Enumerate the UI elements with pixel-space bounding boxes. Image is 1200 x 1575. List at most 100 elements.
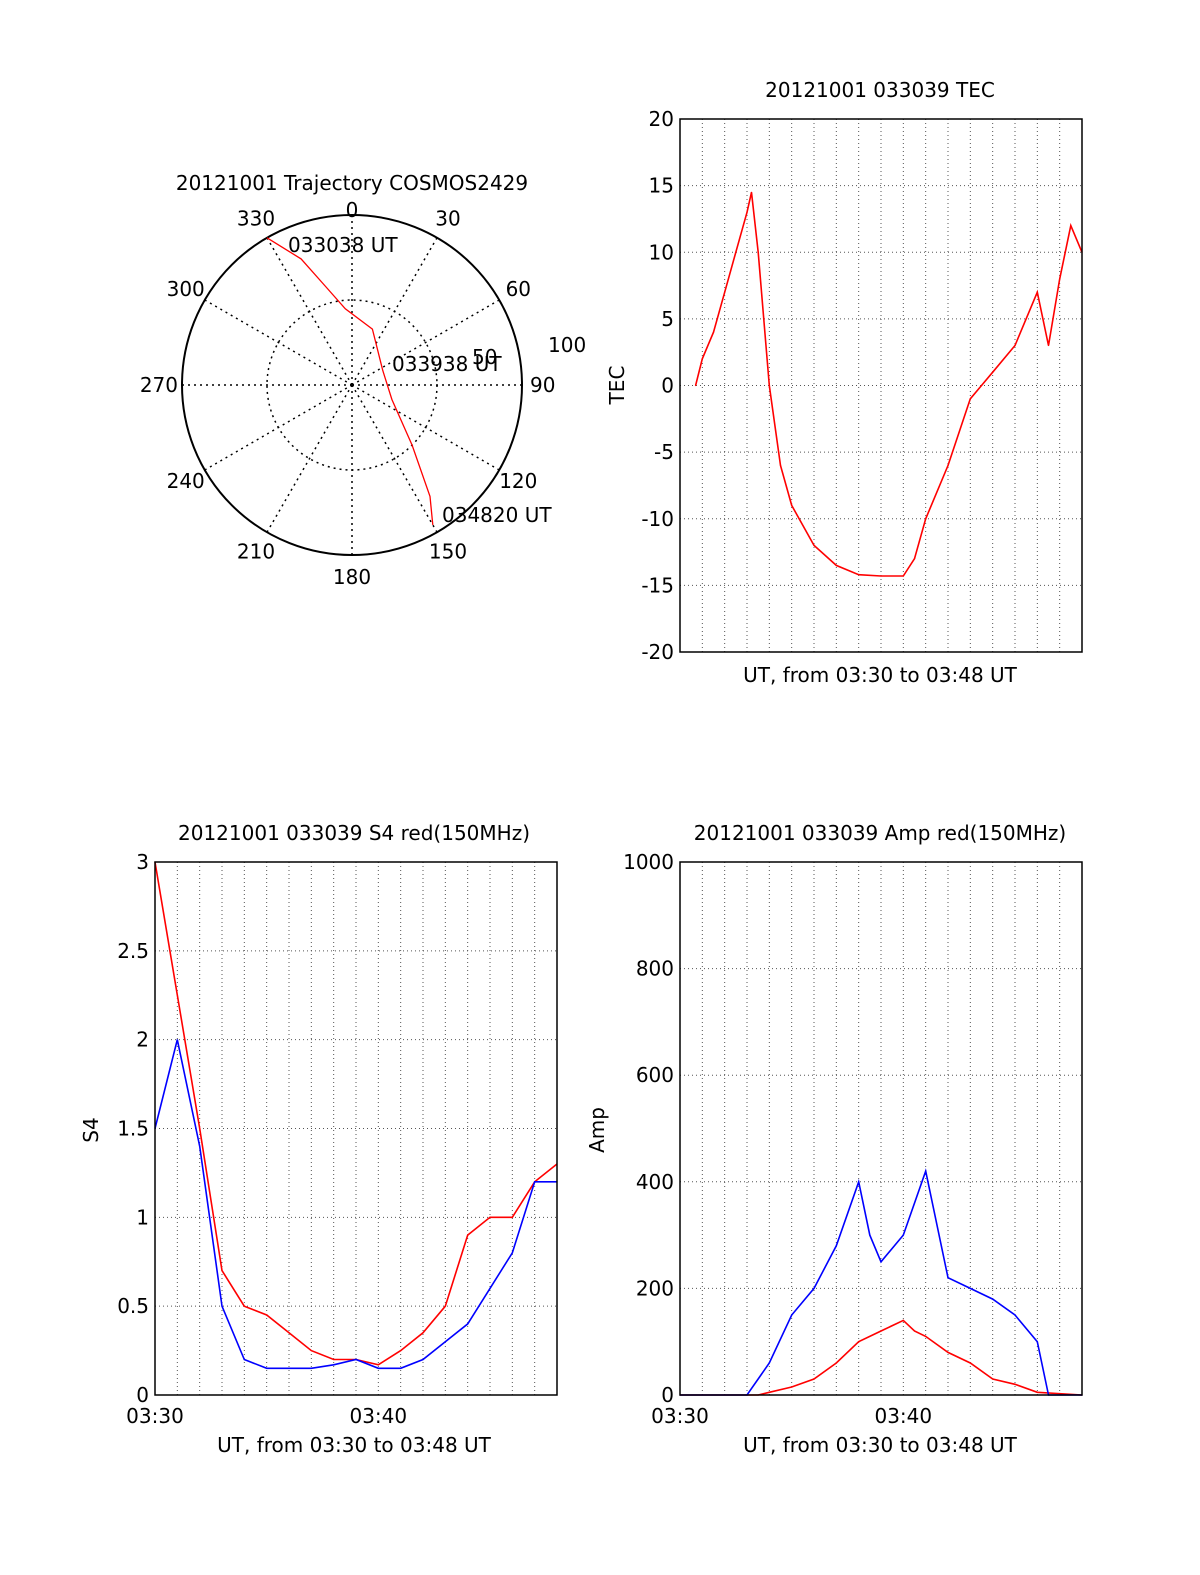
data-point <box>735 251 737 253</box>
data-point <box>902 1234 904 1236</box>
amp-frame <box>679 861 1083 1396</box>
amp-ytick-labels: 1000 800 600 400 200 0 <box>623 850 674 1407</box>
data-point <box>768 1362 770 1364</box>
data-point <box>880 1330 882 1332</box>
amp-ytick: 600 <box>636 1063 674 1087</box>
radius-label-100: 100 <box>548 333 586 357</box>
data-point <box>467 1234 469 1236</box>
s4-frame <box>154 861 558 1396</box>
tec-ytick: 0 <box>661 374 674 398</box>
annotation-end: 034820 UT <box>442 503 552 527</box>
tec-ytick: -10 <box>641 507 674 531</box>
tec-ylabel: TEC <box>605 366 629 406</box>
data-point <box>243 1305 245 1307</box>
data-point <box>333 1358 335 1361</box>
data-point <box>534 1181 536 1183</box>
data-point <box>947 1351 949 1353</box>
angle-label-90: 90 <box>530 373 555 397</box>
data-point <box>757 251 759 253</box>
s4-grid <box>155 862 557 1395</box>
tec-ytick: 15 <box>649 174 674 198</box>
polar-spoke <box>351 299 500 386</box>
data-point <box>835 1245 837 1247</box>
tec-ytick: 20 <box>649 107 674 131</box>
data-point <box>712 331 715 333</box>
data-point <box>467 1323 469 1325</box>
data-point <box>310 1367 312 1369</box>
data-point <box>980 384 983 387</box>
data-point <box>422 1358 424 1361</box>
data-point <box>880 1261 882 1263</box>
polar-trajectory-chart: 20121001 Trajectory COSMOS2429 0 30 60 9… <box>140 171 586 589</box>
data-point <box>288 1367 290 1369</box>
data-point <box>1047 344 1050 347</box>
data-point <box>813 544 815 547</box>
data-point <box>266 1367 268 1369</box>
data-point <box>947 1277 949 1279</box>
amp-xtick-labels: 03:30 03:40 <box>651 1404 932 1428</box>
angle-label-60: 60 <box>506 277 531 301</box>
data-point <box>858 1181 860 1183</box>
s4-ytick: 2.5 <box>117 939 149 963</box>
data-point <box>243 1358 245 1361</box>
s4-series <box>154 861 558 1370</box>
data-point <box>746 211 748 213</box>
angle-label-120: 120 <box>499 469 537 493</box>
data-point <box>1014 1314 1016 1316</box>
data-point <box>768 384 770 387</box>
data-point <box>199 1145 201 1147</box>
data-point <box>969 1287 971 1289</box>
tec-ytick-labels: 20 15 10 5 0 -5 -10 -15 -20 <box>641 107 674 664</box>
series-line-red <box>694 192 1083 577</box>
amp-series <box>679 1168 1083 1396</box>
s4-ytick-labels: 3 2.5 2 1.5 1 0.5 0 <box>117 850 149 1407</box>
data-point <box>791 504 793 506</box>
data-point <box>1036 291 1038 293</box>
amp-xtick: 03:40 <box>874 1404 932 1428</box>
tec-series <box>694 191 1083 577</box>
data-point <box>400 1367 402 1369</box>
s4-ytick: 0 <box>136 1383 149 1407</box>
s4-xlabel: UT, from 03:30 to 03:48 UT <box>217 1433 492 1457</box>
polar-angle-labels: 0 30 60 90 120 150 180 210 240 270 300 3… <box>140 198 556 589</box>
data-point <box>813 1287 815 1289</box>
angle-label-30: 30 <box>435 207 460 231</box>
data-point <box>701 358 703 360</box>
data-point <box>858 1341 860 1343</box>
data-point <box>969 1362 971 1364</box>
angle-label-0: 0 <box>346 198 359 222</box>
tec-title: 20121001 033039 TEC <box>765 78 995 102</box>
data-point <box>902 575 904 577</box>
data-point <box>266 1314 268 1316</box>
amp-ytick: 800 <box>636 957 674 981</box>
data-point <box>377 1364 379 1366</box>
polar-spoke <box>266 384 353 533</box>
data-point <box>355 1358 357 1361</box>
data-point <box>835 1362 837 1364</box>
amp-ytick: 0 <box>661 1383 674 1407</box>
s4-title: 20121001 033039 S4 red(150MHz) <box>178 821 530 845</box>
data-point <box>422 1332 424 1334</box>
data-point <box>925 518 927 520</box>
series-line-blue <box>154 1039 557 1370</box>
s4-ytick: 1.5 <box>117 1117 149 1141</box>
tec-ytick: 5 <box>661 307 674 331</box>
tec-chart: 20121001 033039 TEC TEC UT, from 03:30 t… <box>605 78 1083 687</box>
data-point <box>791 1314 793 1316</box>
data-point <box>444 1341 446 1343</box>
data-point <box>992 1378 994 1380</box>
s4-xtick: 03:30 <box>126 1404 184 1428</box>
data-point <box>925 1335 927 1337</box>
tec-ytick: -20 <box>641 640 674 664</box>
data-point <box>835 564 837 567</box>
tec-frame <box>679 118 1083 653</box>
amp-xlabel: UT, from 03:30 to 03:48 UT <box>743 1433 1018 1457</box>
polar-spoke <box>351 384 500 471</box>
s4-xtick: 03:40 <box>349 1404 407 1428</box>
data-point <box>288 1332 290 1334</box>
polar-spokes <box>182 215 522 555</box>
radius-label-50: 50 <box>472 345 497 369</box>
amp-chart: 20121001 033039 Amp red(150MHz) Amp UT, … <box>585 821 1083 1457</box>
data-point <box>902 1319 904 1321</box>
